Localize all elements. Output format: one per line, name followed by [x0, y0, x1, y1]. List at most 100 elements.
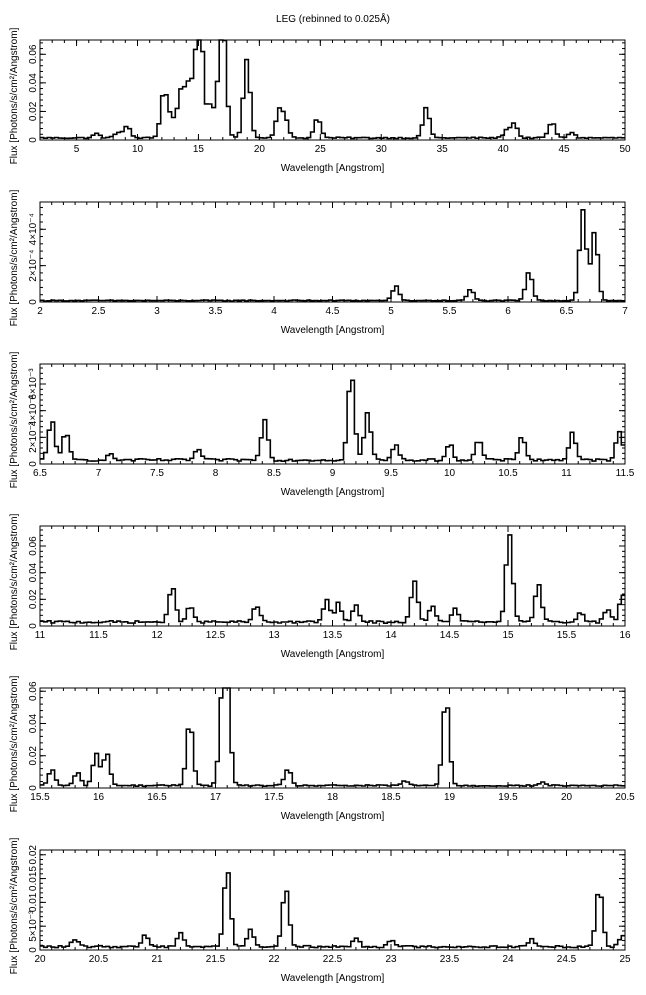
x-tick-label: 20.5	[615, 792, 635, 803]
x-tick-label: 15.5	[557, 630, 577, 641]
y-tick-label: 0.02	[28, 746, 39, 766]
y-tick-label: 0	[28, 785, 39, 791]
panel-6: 20 20.5 21 21.5 22 22.5 23 23.5 24 24.5 2505×10⁻³0…	[9, 837, 631, 984]
x-tick-label: 19.5	[498, 792, 518, 803]
y-tick-label: 0.015	[28, 866, 39, 891]
x-tick-label: 25	[315, 144, 327, 155]
y-tick-label: 5×10⁻³	[28, 910, 39, 942]
figure-title: LEG (rebinned to 0.025Å)	[276, 12, 390, 25]
x-tick-label: 11	[561, 468, 572, 479]
x-tick-label: 5.5	[443, 306, 457, 317]
panel-1: 5 10 15 20 25 30 35 40 45 50 0 0.02 0.04 0.06 Waveleng…	[9, 27, 631, 174]
x-tick-label: 23.5	[440, 954, 460, 965]
plot-frame	[39, 39, 626, 141]
panel-2: 2 2.5 3 3.5 4 4.5 5 5.5 6 6.5 7 0 2×10⁻⁴ 4×10⁻⁴ Wavele…	[9, 189, 628, 336]
y-tick-label: 0.02	[28, 589, 39, 609]
panel-4: 11 11.5 12 12.5 13 13.5 14 14.5 15 15.5 16 0 0.02 0.0…	[9, 513, 631, 660]
spectrum-trace	[40, 872, 625, 949]
x-tick-label: 20	[34, 954, 46, 965]
y-axis-label: Flux [Photons/s/cm²/Angstrom]	[9, 189, 20, 326]
x-tick-label: 5	[74, 144, 80, 155]
x-tick-label: 40	[498, 144, 510, 155]
x-tick-label: 9.5	[384, 468, 398, 479]
x-tick-label: 16	[619, 630, 631, 641]
x-axis-label: Wavelength [Angstrom]	[281, 973, 385, 984]
x-tick-label: 20	[254, 144, 266, 155]
x-axis-label: Wavelength [Angstrom]	[281, 325, 385, 336]
y-tick-label: 0	[28, 137, 39, 143]
y-tick-label: 0.06	[28, 536, 39, 556]
x-tick-label: 10	[444, 468, 456, 479]
y-tick-label: 4×10⁻³	[28, 394, 39, 426]
y-axis-label: Flux [Photons/s/cm²/Angstrom]	[9, 351, 20, 488]
x-tick-label: 2.5	[92, 306, 106, 317]
plot-frame	[39, 201, 626, 303]
y-tick-label: 0.04	[28, 713, 39, 733]
y-tick-label: 0.06	[28, 44, 39, 64]
y-tick-label: 0.04	[28, 73, 39, 93]
x-tick-label: 3.5	[209, 306, 223, 317]
x-tick-label: 35	[437, 144, 449, 155]
x-tick-label: 18.5	[381, 792, 401, 803]
x-tick-label: 16	[93, 792, 105, 803]
x-tick-label: 3	[154, 306, 160, 317]
y-axis-label: Flux [Photons/s/cm²/Angstrom]	[9, 675, 20, 812]
x-axis-label: Wavelength [Angstrom]	[281, 487, 385, 498]
x-tick-label: 22	[268, 954, 280, 965]
x-tick-label: 11	[35, 630, 46, 641]
x-tick-label: 4.5	[326, 306, 340, 317]
x-tick-label: 19	[444, 792, 456, 803]
x-tick-label: 5	[388, 306, 394, 317]
y-tick-label: 0.02	[28, 845, 39, 865]
x-axis-label: Wavelength [Angstrom]	[281, 649, 385, 660]
x-tick-label: 6.5	[33, 468, 47, 479]
spectrum-trace	[40, 534, 625, 624]
x-tick-label: 24	[502, 954, 514, 965]
x-tick-label: 22.5	[323, 954, 343, 965]
x-tick-label: 23	[385, 954, 397, 965]
x-tick-label: 2	[37, 306, 43, 317]
x-tick-label: 21.5	[206, 954, 226, 965]
spectrum-trace	[40, 687, 625, 788]
x-tick-label: 24.5	[557, 954, 577, 965]
x-tick-label: 15.5	[30, 792, 50, 803]
x-tick-label: 50	[619, 144, 631, 155]
x-tick-label: 12	[151, 630, 163, 641]
plot-frame	[39, 687, 626, 789]
y-tick-label: 0.04	[28, 562, 39, 582]
y-tick-label: 0	[28, 461, 39, 467]
plot-frame	[39, 363, 626, 465]
y-axis-label: Flux [Photons/s/cm²/Angstrom]	[9, 27, 20, 164]
x-tick-label: 11.5	[89, 630, 108, 641]
y-tick-label: 2×10⁻³	[28, 421, 39, 453]
y-axis-label: Flux [Photons/s/cm²/Angstrom]	[9, 513, 20, 650]
x-tick-label: 21	[151, 954, 163, 965]
panel-5: 15.5 16 16.5 17 17.5 18 18.5 19 19.5 20 20.5 0 0.02 0…	[9, 675, 635, 822]
x-tick-label: 15	[193, 144, 205, 155]
x-tick-label: 4	[271, 306, 277, 317]
x-tick-label: 14.5	[440, 630, 460, 641]
y-tick-label: 0.06	[28, 681, 39, 701]
x-tick-label: 9	[330, 468, 336, 479]
x-tick-label: 18	[327, 792, 339, 803]
y-tick-label: 0.01	[28, 892, 39, 912]
x-tick-label: 6.5	[560, 306, 574, 317]
y-axis-label: Flux [Photons/s/cm²/Angstrom]	[9, 837, 20, 974]
x-tick-label: 45	[559, 144, 571, 155]
plot-frame	[39, 849, 626, 951]
x-tick-label: 7	[622, 306, 628, 317]
x-tick-label: 17	[210, 792, 222, 803]
x-tick-label: 11.5	[616, 468, 635, 479]
x-tick-label: 6	[505, 306, 511, 317]
x-tick-label: 8	[213, 468, 219, 479]
panel-3: 6.5 7 7.5 8 8.5 9 9.5 10 10.5 11 11.5 0 2×10⁻³4×10⁻³…	[9, 351, 635, 498]
x-tick-label: 25	[619, 954, 631, 965]
x-axis-label: Wavelength [Angstrom]	[281, 811, 385, 822]
spectrum-trace	[40, 209, 625, 302]
x-tick-label: 20	[561, 792, 573, 803]
y-tick-label: 6×10⁻³	[28, 368, 39, 400]
x-tick-label: 13.5	[323, 630, 343, 641]
x-tick-label: 16.5	[147, 792, 167, 803]
x-tick-label: 14	[385, 630, 397, 641]
